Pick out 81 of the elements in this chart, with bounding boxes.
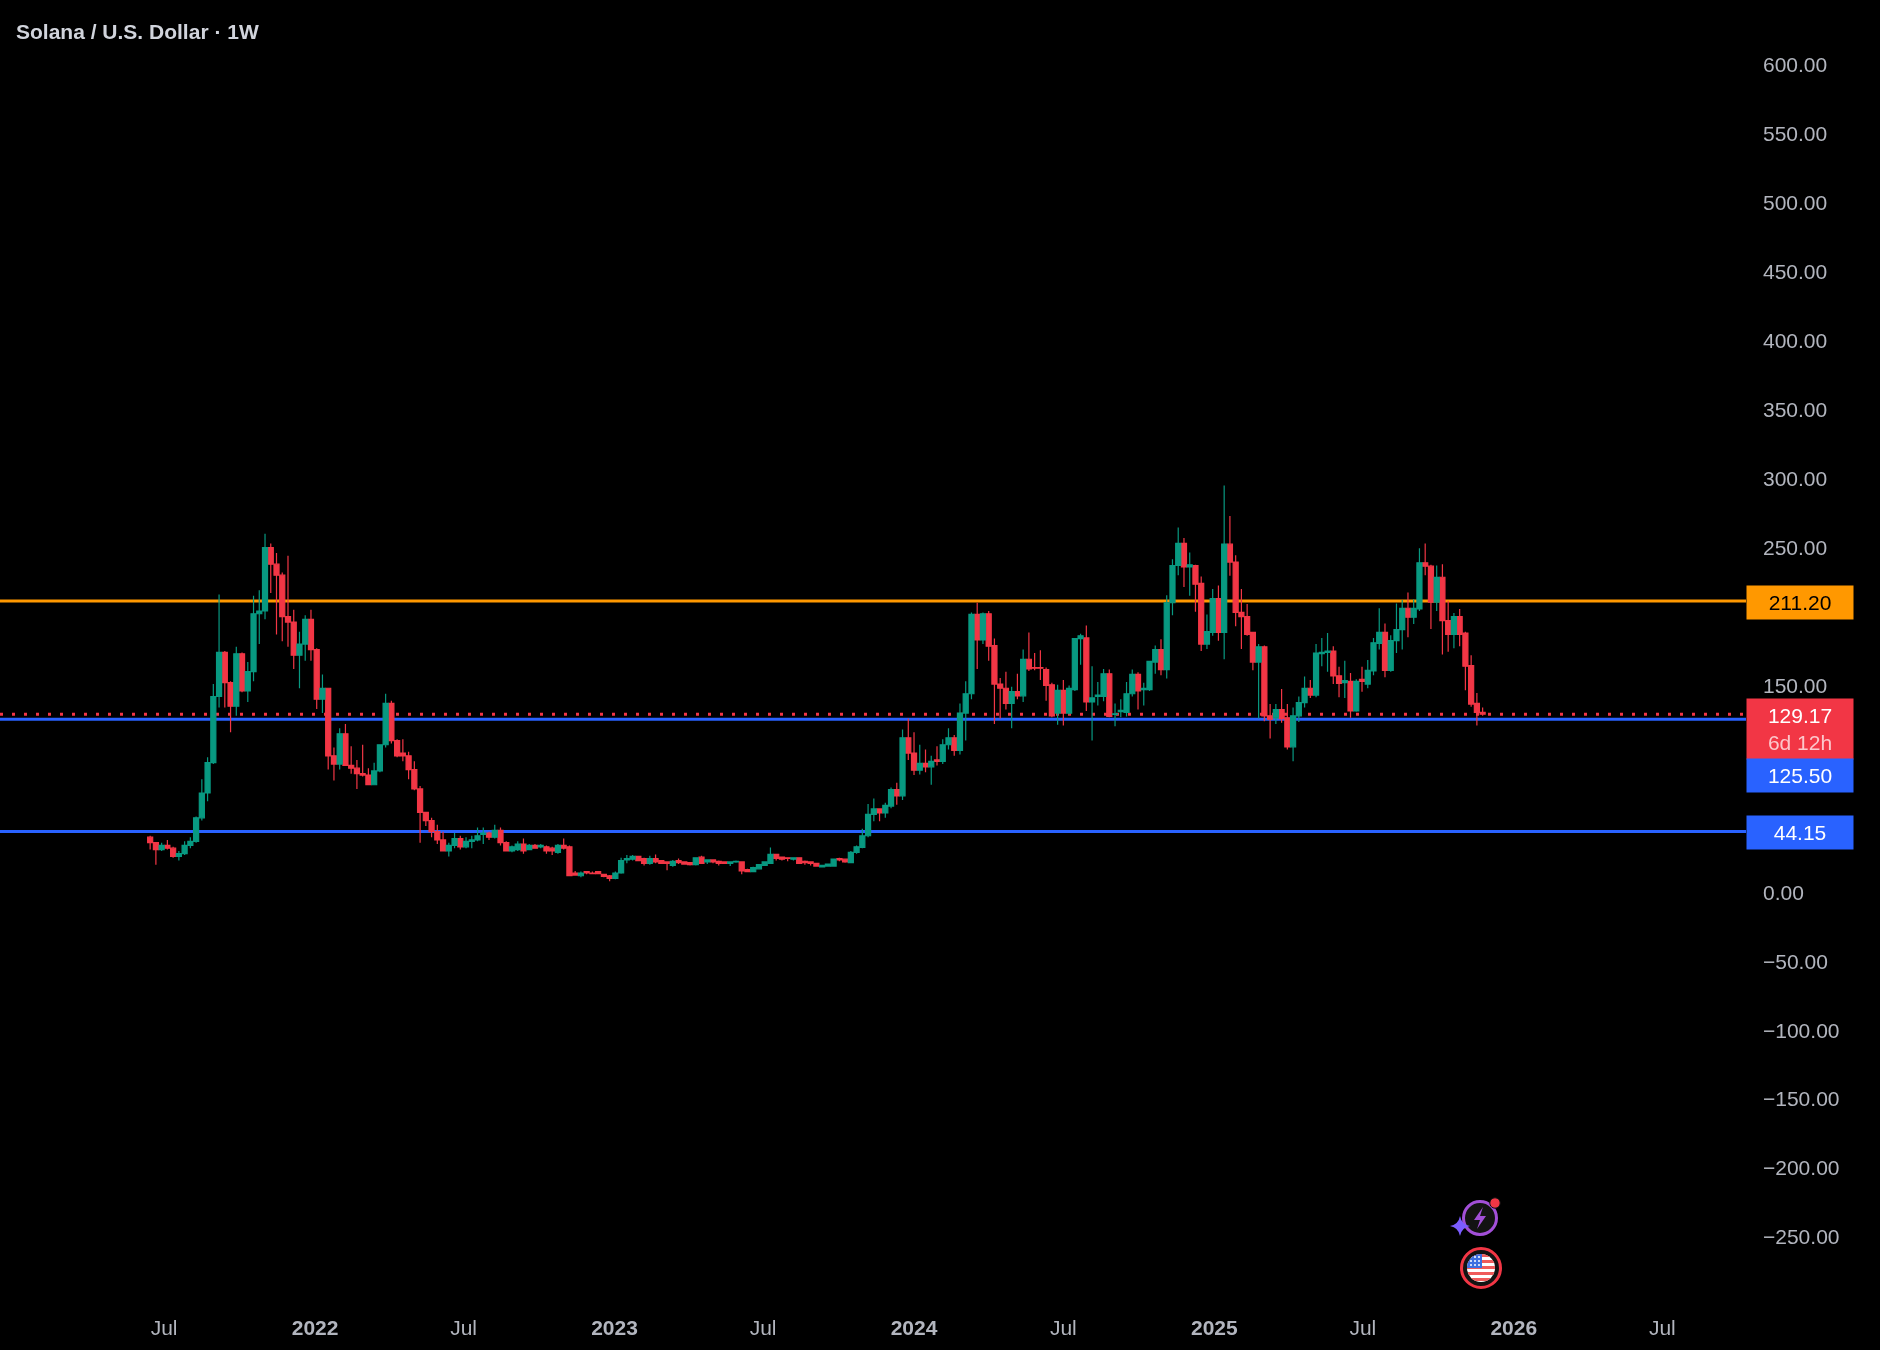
- x-tick-label: Jul: [450, 1316, 478, 1339]
- y-tick-label: 250.00: [1763, 535, 1828, 559]
- candlestick: [158, 842, 165, 852]
- y-tick-label: −200.00: [1763, 1156, 1840, 1180]
- ref-line-label: 125.50: [1767, 764, 1833, 787]
- y-tick-label: 600.00: [1763, 53, 1828, 77]
- candlestick: [1157, 638, 1165, 676]
- candlestick: [491, 824, 498, 838]
- y-tick-label: 550.00: [1763, 122, 1828, 146]
- candlestick: [1186, 551, 1193, 597]
- x-tick-label: Jul: [150, 1316, 178, 1339]
- candlestick: [238, 651, 246, 693]
- candlestick: [1008, 686, 1015, 729]
- y-tick-label: 300.00: [1763, 467, 1828, 490]
- x-tick-label: Jul: [749, 1316, 777, 1339]
- candlestick: [790, 856, 797, 862]
- candlestick: [1255, 643, 1262, 720]
- candlestick: [233, 646, 240, 717]
- candlestick: [577, 871, 585, 878]
- candlestick: [1347, 672, 1354, 719]
- candlestick: [1180, 537, 1188, 588]
- candlestick: [899, 728, 906, 801]
- candlestick: [778, 855, 786, 862]
- candlestick: [520, 837, 527, 855]
- y-tick-label: 400.00: [1763, 329, 1828, 353]
- y-tick-label: −150.00: [1763, 1087, 1840, 1111]
- candlestick: [1272, 703, 1279, 725]
- y-tick-label: 150.00: [1763, 673, 1828, 697]
- candlestick: [554, 843, 562, 853]
- y-tick-label: 500.00: [1763, 191, 1828, 215]
- candlestick: [1111, 702, 1119, 727]
- candlestick: [1134, 671, 1142, 711]
- candlestick: [704, 858, 711, 865]
- candlestick: [709, 859, 717, 864]
- y-tick-label: 350.00: [1763, 398, 1828, 422]
- candlestick: [1221, 484, 1228, 660]
- candlestick: [974, 602, 981, 670]
- x-tick-label: 2026: [1490, 1316, 1538, 1339]
- candlestick: [698, 855, 705, 865]
- candlestick: [485, 831, 493, 841]
- candlestick: [876, 808, 883, 822]
- candlestick: [916, 744, 923, 775]
- x-tick-label: 2022: [291, 1316, 339, 1339]
- y-tick-label: −50.00: [1763, 949, 1828, 973]
- x-tick-label: 2024: [890, 1316, 938, 1339]
- candlestick: [922, 748, 929, 773]
- candlestick: [336, 727, 343, 771]
- ref-line-label: 129.17 6d 12h: [1767, 703, 1833, 755]
- candlestick: [1381, 622, 1389, 678]
- candlestick: [1353, 678, 1360, 713]
- candlestick: [951, 734, 958, 757]
- candlestick: [646, 855, 653, 864]
- candlestick: [1088, 665, 1096, 742]
- x-tick-label: 2025: [1190, 1316, 1238, 1339]
- y-tick-label: 450.00: [1763, 260, 1828, 284]
- candlestick: [531, 843, 539, 849]
- candlestick: [1054, 684, 1061, 726]
- ref-line-label: 211.20: [1768, 591, 1832, 614]
- candlestick: [1358, 666, 1366, 693]
- x-tick-label: 2023: [591, 1316, 638, 1339]
- candlestick: [1404, 591, 1412, 638]
- y-tick-label: 0.00: [1763, 880, 1804, 904]
- x-tick-label: Jul: [1049, 1316, 1077, 1339]
- candlestick: [933, 745, 941, 767]
- candlestick: [1450, 612, 1458, 649]
- candlestick: [319, 673, 326, 714]
- candlestick: [1014, 673, 1021, 700]
- candlestick: [1083, 624, 1090, 712]
- x-tick-label: Jul: [1648, 1316, 1676, 1339]
- candlestick: [1433, 564, 1440, 612]
- x-tick-label: Jul: [1349, 1316, 1377, 1339]
- y-tick-label: −250.00: [1763, 1225, 1840, 1249]
- candlestick: [692, 856, 699, 867]
- candlestick: [1025, 631, 1033, 672]
- chart-title: Solana / U.S. Dollar · 1W: [16, 20, 259, 44]
- y-tick-label: −100.00: [1763, 1018, 1840, 1042]
- candlestick: [979, 611, 987, 645]
- candlestick: [928, 755, 935, 786]
- candlestick: [1020, 649, 1027, 703]
- candlestick: [1341, 660, 1348, 699]
- ref-line-label: 44.15: [1773, 821, 1827, 844]
